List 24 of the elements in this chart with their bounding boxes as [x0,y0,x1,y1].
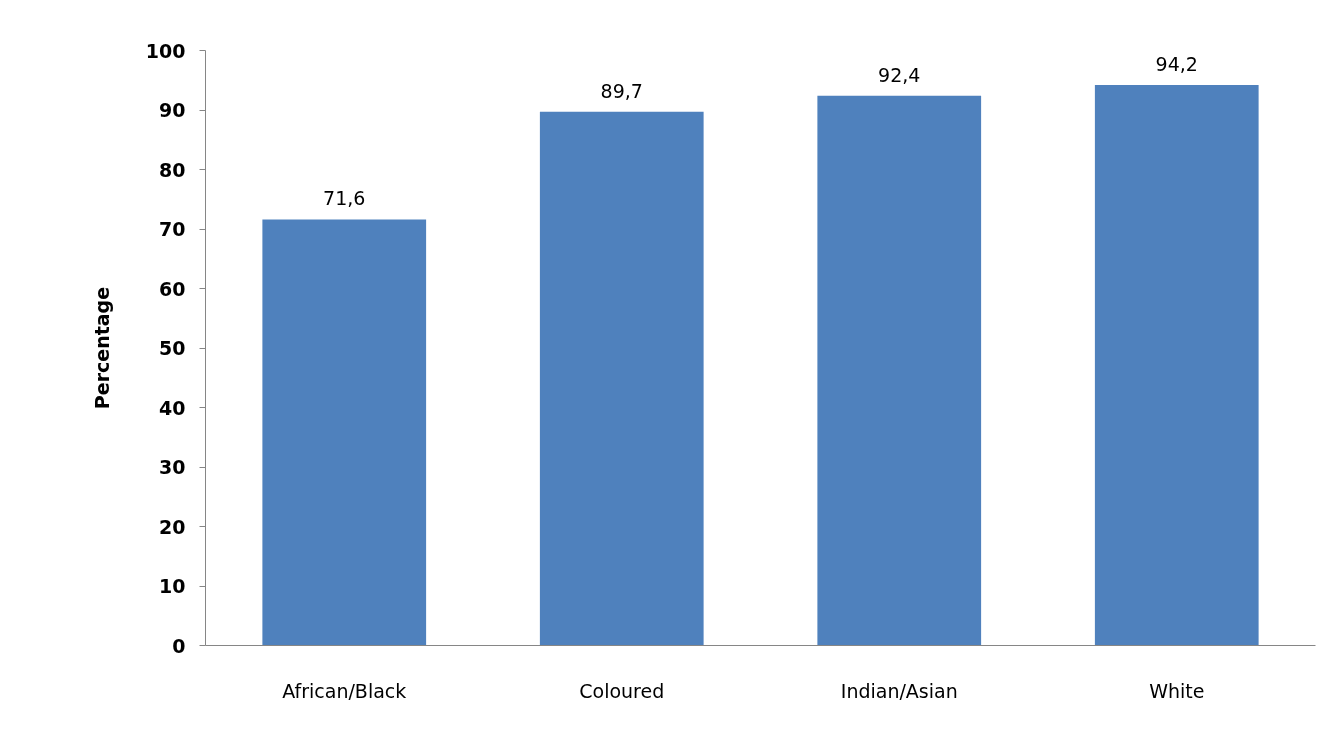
x-tick-label: Coloured [579,679,665,702]
y-tick-label: 100 [145,39,186,62]
y-tick-label: 40 [159,396,186,419]
x-tick-label: Indian/Asian [840,679,958,702]
data-label: 89,7 [600,79,643,102]
y-tick-label: 90 [159,99,186,121]
data-label: 94,2 [1155,53,1198,76]
x-tick-label: White [1149,679,1205,702]
y-tick-label: 60 [159,277,186,300]
data-label: 92,4 [878,63,921,86]
y-tick-label: 80 [159,158,186,181]
bar [262,219,427,646]
y-tick-label: 30 [159,456,186,478]
y-tick-label: 20 [159,515,186,538]
x-tick-label: African/Black [282,679,407,702]
bar [817,95,982,646]
y-tick-label: 10 [159,575,186,597]
y-tick-label: 50 [159,337,186,359]
bar [539,111,704,646]
y-tick-label: 0 [172,634,186,657]
y-axis-title: Percentage [90,286,113,410]
y-tick-label: 70 [159,218,186,240]
bar [1094,85,1259,646]
data-label: 71,6 [323,187,366,210]
